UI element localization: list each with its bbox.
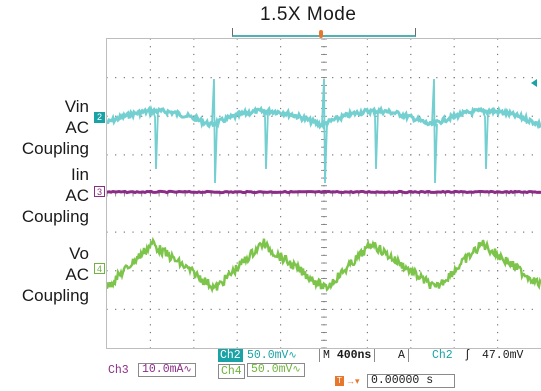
ch2-scale: 50.0mV∿ [247, 349, 297, 362]
ch2-spike [482, 110, 489, 170]
ch3-ground-marker[interactable]: 3 [94, 186, 105, 197]
ch4-ground-marker[interactable]: 4 [94, 263, 105, 274]
iin-label-group: Iin AC Coupling [22, 164, 89, 227]
vin-name: Vin [64, 97, 89, 116]
vo-coupling-ac: AC [65, 265, 89, 284]
iin-coupling-text: Coupling [21, 207, 89, 226]
ch2-spike [431, 78, 438, 184]
ac-coupling-icon: ∿ [183, 365, 192, 376]
trigger-level: 47.0mV [482, 349, 524, 362]
ch4-readout-label: Ch4 [218, 364, 245, 379]
record-position-bar[interactable] [232, 28, 416, 37]
ch3-scale: 10.0mA∿ [138, 363, 196, 377]
ch4-scale: 50.0mV∿ [247, 363, 305, 377]
ch2-spike [262, 110, 269, 170]
vin-coupling-text: Coupling [21, 139, 89, 158]
vo-name: Vo [69, 244, 89, 263]
vin-label-group: Vin AC Coupling [22, 96, 89, 159]
plot-title: 1.5X Mode [260, 4, 357, 25]
ac-coupling-icon: ∿ [292, 365, 301, 376]
ch2-spike [211, 78, 218, 184]
ch2-readout-label: Ch2 [218, 349, 243, 362]
waveform-area [107, 78, 541, 294]
ac-coupling-icon: ∿ [288, 351, 297, 362]
trigger-level-arrow-icon[interactable] [531, 79, 537, 87]
trigger-mode: A [398, 349, 409, 362]
arrow-right-icon: →▾ [346, 376, 360, 386]
vin-coupling-ac: AC [65, 118, 89, 137]
ch3-readout-label: Ch3 [108, 364, 129, 377]
ch2-scale-value: 50.0mV [247, 349, 289, 362]
horizontal-position-icon: T [335, 376, 344, 386]
scope-screen [106, 38, 541, 349]
timebase-prefix: M [323, 349, 330, 362]
ch2-spike [321, 78, 328, 184]
ch4-waveform [107, 236, 541, 294]
ch4-scale-value: 50.0mV [251, 363, 293, 376]
iin-coupling-ac: AC [65, 186, 89, 205]
vo-coupling-text: Coupling [21, 286, 89, 305]
ch2-spike [372, 110, 379, 170]
ch2-spike [152, 110, 159, 170]
trigger-source: Ch2 [432, 349, 453, 362]
ch3-scale-value: 10.0mA [142, 363, 184, 376]
ch3-waveform [107, 189, 541, 195]
trigger-slope-icon: ʃ [464, 349, 471, 362]
horizontal-position-value[interactable]: 0.00000 s [367, 374, 455, 388]
timebase-value: 400ns [336, 349, 372, 362]
ch2-ground-marker[interactable]: 2 [94, 112, 105, 123]
iin-name: Iin [71, 165, 89, 184]
timebase-readout: M 400ns [319, 349, 376, 362]
vo-label-group: Vo AC Coupling [22, 243, 89, 306]
